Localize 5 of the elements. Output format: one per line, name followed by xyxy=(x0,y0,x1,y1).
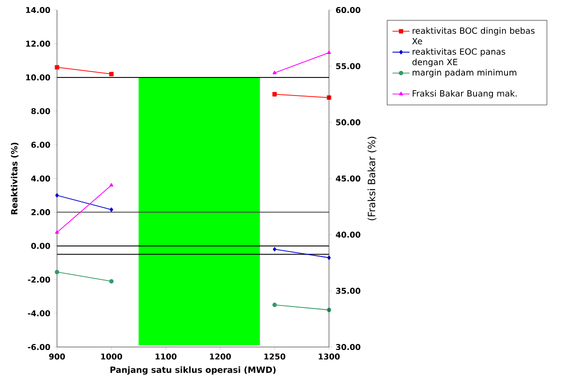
legend-label: Fraksi Bakar Buang mak. xyxy=(412,90,517,98)
x-axis-title: Panjang satu siklus operasi (MWD) xyxy=(110,366,276,375)
y2-axis-title: (Fraksi Bakar (%) xyxy=(368,136,376,220)
y-axis-title: Reaktivitas (%) xyxy=(10,142,18,214)
legend-label: margin padam minimum xyxy=(412,69,516,78)
